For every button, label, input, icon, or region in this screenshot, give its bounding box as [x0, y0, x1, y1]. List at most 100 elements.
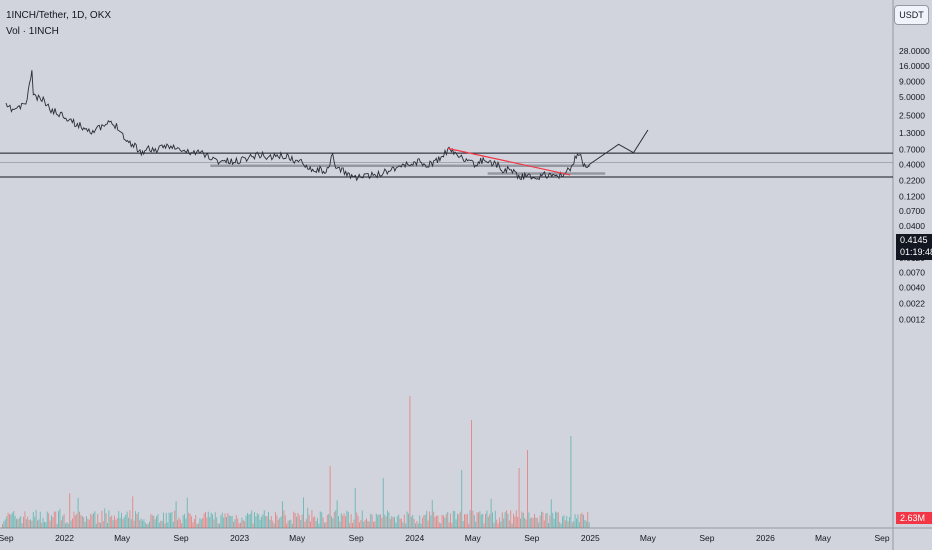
volume-bar: [191, 516, 192, 528]
volume-bar: [283, 510, 285, 528]
volume-bar: [559, 522, 561, 528]
volume-bar: [121, 512, 122, 528]
volume-bar: [256, 513, 258, 528]
volume-bar: [48, 513, 50, 528]
volume-bar: [459, 511, 461, 528]
volume-bar: [438, 522, 440, 528]
volume-bar: [387, 510, 388, 528]
volume-bar: [343, 513, 345, 528]
volume-bar: [287, 520, 289, 528]
volume-bar: [233, 521, 234, 528]
volume-bar: [6, 516, 8, 528]
y-tick-label: 0.1200: [899, 192, 925, 202]
volume-bar: [563, 515, 565, 528]
x-tick-label: 2023: [230, 533, 249, 543]
volume-bar: [419, 515, 421, 528]
volume-bar: [275, 512, 276, 528]
volume-bar: [314, 516, 316, 528]
volume-bar: [165, 512, 167, 528]
volume-bar: [503, 518, 505, 528]
volume-bar: [3, 521, 5, 528]
volume-bar: [263, 510, 265, 528]
volume-bar: [125, 514, 127, 528]
volume-bar: [522, 512, 524, 528]
volume-bar: [489, 514, 491, 528]
volume-bar: [339, 521, 341, 528]
volume-bar: [583, 514, 584, 528]
volume-bar: [84, 521, 86, 528]
volume-bar: [500, 521, 502, 528]
volume-bar: [528, 512, 530, 528]
volume-bar: [69, 493, 71, 528]
volume-bar: [153, 515, 155, 528]
volume-bar: [94, 511, 96, 528]
volume-bar: [284, 515, 286, 528]
volume-bar: [111, 515, 113, 528]
volume-bar: [160, 520, 162, 528]
volume-bar: [531, 517, 533, 528]
volume-bar: [349, 523, 351, 528]
volume-bar: [227, 513, 229, 528]
volume-bar: [137, 511, 139, 528]
volume-bar: [395, 522, 397, 528]
volume-bar: [262, 514, 264, 528]
volume-bar: [326, 514, 328, 528]
volume-bar: [221, 512, 223, 528]
volume-bar: [436, 515, 437, 528]
price-series-line: [5, 70, 590, 182]
volume-bar: [174, 510, 176, 528]
volume-bar: [53, 511, 55, 528]
volume-bar: [450, 513, 451, 528]
volume-bar: [567, 521, 569, 528]
x-tick-label: 2024: [405, 533, 424, 543]
volume-bar: [560, 523, 562, 528]
y-tick-label: 2.5000: [899, 111, 925, 121]
volume-bar: [410, 516, 412, 528]
last-volume-tag: 2.63M: [896, 512, 932, 524]
volume-bar: [524, 518, 526, 528]
volume-bar: [539, 515, 541, 528]
volume-bar: [144, 522, 146, 528]
volume-bar: [294, 512, 296, 528]
volume-bar: [345, 516, 346, 528]
volume-bar: [181, 523, 183, 528]
volume-bar: [373, 521, 374, 528]
volume-bar: [405, 523, 407, 528]
volume-bar: [52, 517, 54, 528]
volume-bar: [328, 513, 330, 528]
volume-bar: [70, 520, 72, 528]
volume-bar: [34, 516, 36, 528]
volume-bar: [555, 511, 556, 528]
volume-bar: [396, 516, 398, 528]
volume-bar: [471, 420, 472, 528]
volume-bar: [224, 513, 226, 528]
volume-bar: [105, 513, 107, 528]
volume-bar: [65, 523, 66, 528]
volume-bar: [311, 510, 313, 528]
volume-bar: [142, 520, 143, 528]
volume-bar: [426, 511, 428, 528]
volume-bar: [102, 521, 104, 528]
volume-bar: [67, 523, 69, 528]
volume-bar: [158, 522, 160, 528]
volume-bar: [97, 513, 99, 528]
volume-bar: [443, 515, 444, 528]
volume-bar: [581, 512, 583, 528]
volume-bar: [279, 517, 281, 528]
volume-bar: [440, 523, 442, 528]
last-price-tag: 0.4145 01:19:48: [896, 234, 932, 260]
volume-bar: [10, 514, 12, 528]
volume-bar: [346, 510, 348, 528]
volume-bar: [240, 522, 241, 528]
volume-bar: [462, 520, 464, 528]
volume-bar: [514, 516, 516, 528]
volume-bar: [140, 518, 142, 528]
volume-bar: [24, 511, 26, 528]
volume-bar: [98, 522, 100, 528]
y-tick-label: 0.7000: [899, 144, 925, 154]
trendline: [447, 147, 571, 176]
volume-bar: [139, 520, 141, 528]
currency-button[interactable]: USDT: [894, 5, 929, 25]
volume-bar: [255, 516, 257, 528]
